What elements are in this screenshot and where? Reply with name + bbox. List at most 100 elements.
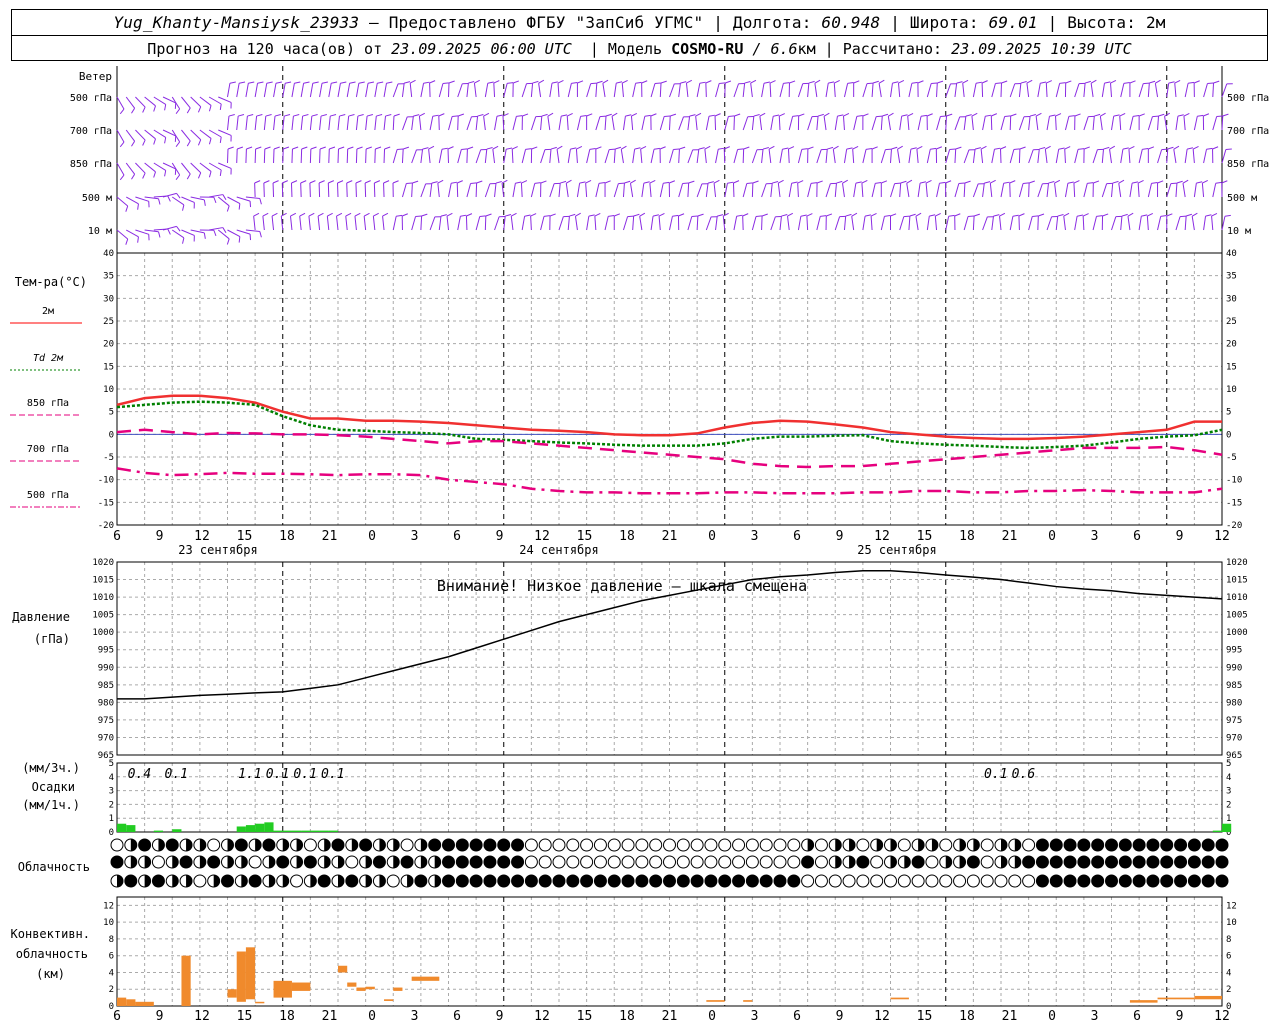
temp-series-0: [116, 394, 1222, 441]
wind-barb: [1147, 183, 1152, 198]
wind-barb: [1092, 116, 1095, 131]
hour-tick-bottom: 9: [156, 1009, 164, 1024]
wind-barb: [236, 116, 239, 131]
wind-barb-flag: [1132, 181, 1139, 184]
wind-barb-flag: [263, 180, 270, 184]
cloud-symbol: [884, 874, 897, 888]
cloud-symbol: [580, 874, 594, 888]
wind-barb-flag: [356, 146, 363, 150]
wind-barb-flag: [492, 145, 499, 150]
wind-barb: [289, 216, 293, 231]
wind-barb: [586, 149, 591, 164]
hour-tick: 12: [534, 529, 550, 544]
wind-barb-flag: [664, 115, 671, 118]
wind-barb: [558, 116, 562, 131]
cloud-symbol: [179, 855, 193, 869]
header-row-forecast: Прогноз на 120 часа(ов) от 23.09.2025 06…: [147, 40, 1132, 58]
wind-barb: [604, 115, 607, 131]
wind-level-label: 10 м: [88, 226, 112, 237]
wind-barb-flag: [186, 107, 191, 114]
conv-bar: [890, 997, 909, 1000]
wind-barb: [558, 183, 561, 198]
wind-barb-flag: [985, 114, 992, 117]
wind-barb: [659, 82, 662, 98]
wind-barb: [722, 216, 726, 231]
wind-barb: [319, 83, 323, 98]
wind-barb-flag: [1018, 213, 1025, 217]
wind-barb-flag: [1187, 81, 1195, 84]
wind-barb-flag: [652, 214, 659, 217]
wind-barb-flag: [1055, 113, 1062, 117]
wind-barb-flag: [910, 147, 917, 150]
hour-tick-bottom: 12: [534, 1009, 550, 1024]
wind-barb: [171, 196, 185, 206]
wind-barb-flag: [1182, 179, 1189, 184]
wind-barb: [556, 149, 560, 164]
wind-barb-flag: [302, 114, 309, 117]
wind-barb-flag: [477, 114, 484, 117]
wind-barb-flag: [1174, 79, 1181, 84]
wind-barb: [954, 83, 958, 98]
wind-barb-flag: [318, 180, 325, 184]
wind-barb-flag: [797, 180, 804, 184]
precip-bar: [245, 825, 256, 832]
wind-barb: [751, 149, 758, 164]
wind-barb-flag: [317, 212, 324, 217]
wind-barb: [401, 116, 408, 131]
wind-barb: [1111, 116, 1115, 131]
wind-barb: [1118, 183, 1122, 198]
wind-barb-flag: [431, 181, 438, 184]
wind-barb: [346, 116, 350, 131]
wind-barb-flag: [1068, 115, 1075, 117]
wind-barb-flag: [1197, 114, 1204, 117]
wind-barb: [411, 216, 417, 231]
wind-barb-flag: [176, 226, 181, 232]
wind-barb: [236, 196, 251, 202]
wind-barb-flag: [1059, 82, 1066, 84]
wind-barb-flag: [719, 82, 726, 84]
cloud-symbol: [428, 838, 442, 852]
wind-barb-flag: [768, 145, 775, 150]
wind-barb: [566, 115, 569, 131]
hour-tick-bottom: 15: [917, 1009, 933, 1024]
wind-barb-flag: [916, 145, 923, 150]
cloud-symbol: [1160, 874, 1174, 888]
wind-barb-flag: [203, 232, 206, 239]
wind-barb: [162, 192, 177, 198]
cloud-symbol-half: [904, 856, 911, 868]
wind-barb-flag: [421, 213, 428, 217]
wind-barb-flag: [125, 238, 129, 245]
press-tick-left: 1000: [92, 628, 114, 638]
wind-barb: [291, 116, 294, 131]
wind-barb: [245, 229, 260, 232]
wind-barb-flag: [1192, 145, 1199, 150]
wind-barb-flag: [878, 79, 885, 84]
cloud-symbol: [1146, 855, 1160, 869]
wind-barb: [135, 162, 146, 174]
wind-barb-flag: [290, 212, 297, 217]
cloud-symbol: [980, 855, 994, 869]
wind-barb-flag: [409, 79, 416, 84]
wind-barb-flag: [397, 148, 404, 151]
hour-tick: 9: [156, 529, 164, 544]
wind-barb: [521, 83, 527, 98]
wind-barb: [171, 96, 181, 110]
wind-barb: [1101, 149, 1105, 164]
wind-barb-flag: [828, 81, 835, 84]
conv-bar: [706, 1000, 725, 1002]
precip-bar: [301, 830, 311, 832]
wind-barb: [1175, 116, 1179, 131]
wind-barb: [871, 116, 877, 131]
wind-barb: [1192, 149, 1195, 164]
temp-tick-right: 20: [1226, 340, 1237, 350]
wind-barb-flag: [340, 81, 347, 84]
cloud-symbol: [773, 838, 787, 852]
wind-barb-flag: [301, 146, 308, 150]
wind-barb-flag: [438, 113, 445, 117]
wind-barb-flag: [1157, 180, 1164, 184]
conv-tick-left: 0: [109, 1002, 114, 1012]
cloud-symbol: [676, 838, 690, 852]
press-frame: [116, 561, 1223, 756]
wind-barb-flag: [383, 180, 390, 184]
hour-tick: 6: [793, 529, 801, 544]
